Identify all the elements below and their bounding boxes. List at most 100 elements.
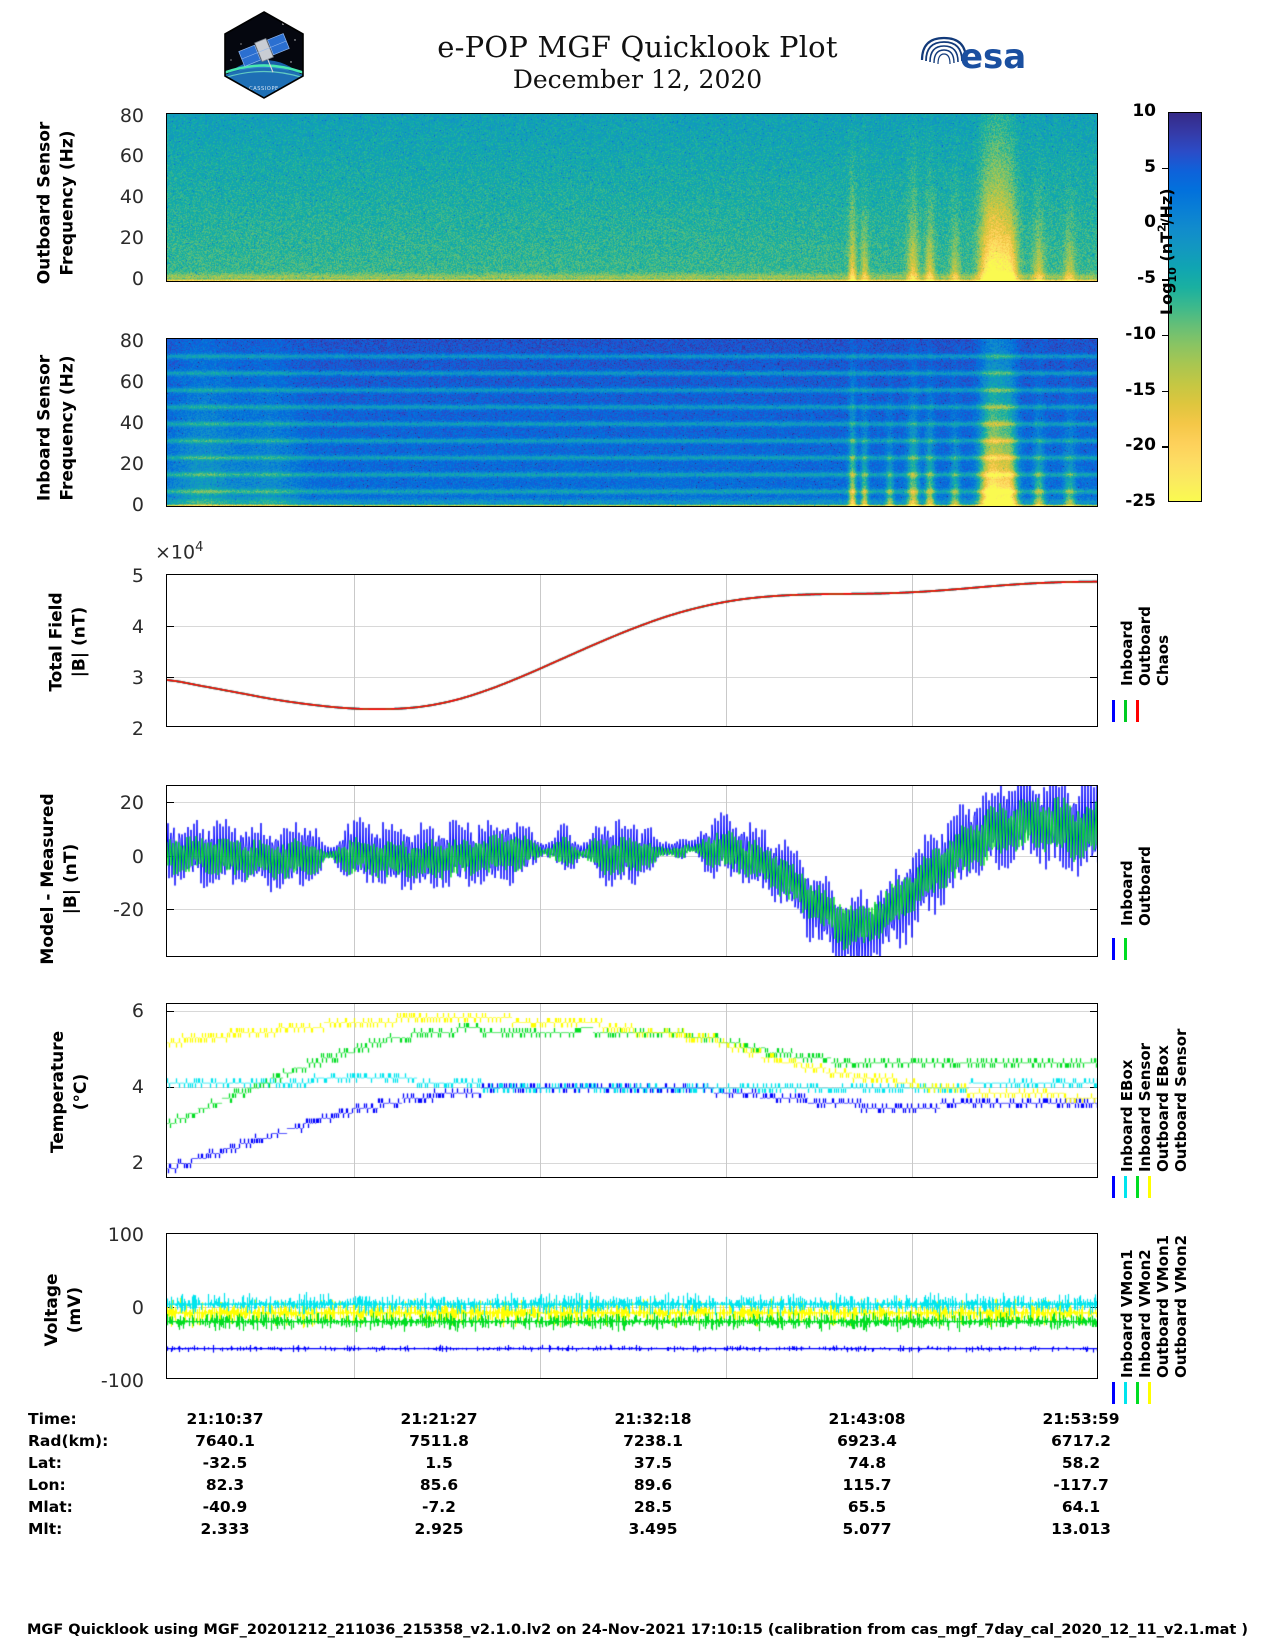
colorbar-tick-label: 0 — [1144, 212, 1156, 233]
voltage-legend: Inboard VMon1 Inboard VMon2 Outboard VMo… — [1104, 1232, 1194, 1382]
legend-label: Outboard — [1136, 846, 1154, 926]
ephemeris-cell: 89.6 — [633, 1476, 673, 1494]
table-row: Mlat: -40.9 -7.2 28.5 65.5 64.1 — [28, 1496, 1188, 1518]
legend-label: Inboard Sensor — [1136, 1042, 1154, 1172]
colorbar-tick-label: -10 — [1125, 323, 1156, 344]
colorbar-title-sub: 10 — [1166, 267, 1180, 283]
legend-swatch-inboard — [1112, 700, 1115, 722]
panel-inboard-spectrogram-ylabel-line2: Frequency (Hz) — [57, 355, 78, 501]
ytick-totalfield-2: 2 — [131, 718, 144, 740]
ytick-totalfield-4: 4 — [131, 616, 144, 638]
panel-model-measured-ylabel-line1: Model - Measured — [38, 793, 58, 965]
model-measured-legend-swatches — [1112, 938, 1127, 960]
legend-swatch-outboard-vmon1 — [1136, 1382, 1139, 1404]
outboard-spectrogram-image — [167, 114, 1097, 281]
page-title: e-POP MGF Quicklook Plot — [437, 30, 838, 64]
colorbar-title-units-sup: 2 — [1155, 224, 1169, 232]
table-row: Time: 21:10:37 21:21:27 21:32:18 21:43:08 21:… — [28, 1408, 1188, 1430]
ephemeris-cell: 64.1 — [1061, 1498, 1101, 1516]
exponent-base: ×10 — [155, 541, 196, 564]
table-row: Mlt: 2.333 2.925 3.495 5.077 13.013 — [28, 1518, 1188, 1540]
ephemeris-cell: 28.5 — [633, 1498, 673, 1516]
colorbar-tick-mark — [1162, 223, 1169, 225]
colorbar-tick-mark — [1162, 167, 1169, 170]
model-minus-measured-axes — [166, 785, 1098, 957]
voltage-traces — [167, 1234, 1097, 1378]
colorbar-tick-mark — [1162, 446, 1169, 448]
ytick-modelmeas-m20: -20 — [112, 899, 144, 921]
panel-outboard-spectrogram-ylabel-line1: Outboard Sensor — [34, 121, 55, 285]
ephemeris-cell: -7.2 — [422, 1498, 456, 1516]
ytick-voltage-0: 0 — [131, 1297, 144, 1319]
ytick-inboard-80: 80 — [119, 330, 144, 352]
legend-label: Outboard VMon2 — [1172, 1234, 1190, 1378]
legend-swatch-outboard-sensor — [1148, 1176, 1151, 1198]
colorbar-tick-mark — [1162, 279, 1169, 281]
ephemeris-cell: 7511.8 — [409, 1432, 469, 1450]
ephemeris-cell: 7640.1 — [195, 1432, 255, 1450]
ephemeris-cell: 2.333 — [200, 1520, 250, 1538]
ephemeris-cell: 58.2 — [1061, 1454, 1101, 1472]
ephemeris-row-label: Lon: — [28, 1476, 66, 1494]
panel-temperature-ylabel-line2: (°C) — [71, 1073, 91, 1111]
ephemeris-row-label: Lat: — [28, 1454, 62, 1472]
ephemeris-cell: 6717.2 — [1051, 1432, 1111, 1450]
model-measured-legend: Inboard Outboard — [1104, 800, 1164, 930]
ytick-temperature-2: 2 — [131, 1152, 144, 1174]
colorbar-title-units-pre: (nT — [1156, 231, 1176, 268]
ephemeris-row-label: Rad(km): — [28, 1432, 109, 1450]
panel-outboard-spectrogram-ylabel-line2: Frequency (Hz) — [57, 130, 78, 276]
colorbar-tick-label: -25 — [1125, 491, 1156, 511]
ephemeris-cell: 21:21:27 — [400, 1410, 478, 1428]
cassiope-logo: CASSIOPE — [221, 10, 307, 100]
legend-label: Inboard — [1118, 860, 1136, 926]
inboard-spectrogram-axes — [166, 338, 1098, 507]
panel-total-field-ylabel-line1: Total Field — [46, 592, 67, 692]
ephemeris-cell: 21:53:59 — [1042, 1410, 1120, 1428]
total-field-legend-swatches — [1112, 700, 1139, 722]
ephemeris-cell: 85.6 — [419, 1476, 459, 1494]
legend-label: Outboard — [1136, 606, 1154, 686]
ephemeris-cell: -32.5 — [202, 1454, 248, 1472]
ytick-voltage-100: 100 — [107, 1224, 144, 1246]
ytick-inboard-20: 20 — [119, 453, 144, 475]
total-field-axis-exponent: ×104 — [155, 540, 203, 563]
svg-text:esa: esa — [960, 37, 1026, 77]
outboard-spectrogram-axes — [166, 113, 1098, 282]
ytick-outboard-60: 60 — [119, 145, 144, 167]
ephemeris-row-label: Time: — [28, 1410, 77, 1428]
voltage-axes — [166, 1233, 1098, 1379]
ephemeris-table-grid: Time: 21:10:37 21:21:27 21:32:18 21:43:08 21:… — [28, 1408, 1188, 1540]
legend-label: Inboard EBox — [1118, 1059, 1136, 1172]
ytick-totalfield-5: 5 — [131, 565, 144, 587]
ephemeris-cell: 13.013 — [1051, 1520, 1111, 1538]
legend-swatch-inboard-ebox — [1112, 1176, 1115, 1198]
ephemeris-cell: 65.5 — [847, 1498, 887, 1516]
ytick-temperature-4: 4 — [131, 1076, 144, 1098]
colorbar-tick-mark — [1162, 334, 1169, 337]
total-field-axes — [166, 574, 1098, 727]
svg-text:CASSIOPE: CASSIOPE — [249, 86, 279, 92]
ephemeris-cell: 1.5 — [425, 1454, 453, 1472]
legend-label: Inboard VMon2 — [1136, 1249, 1154, 1378]
ytick-inboard-0: 0 — [131, 494, 144, 516]
colorbar-title-log: Log — [1156, 282, 1176, 316]
colorbar-tick-label: -20 — [1125, 435, 1156, 456]
panel-model-measured-ylabel-line2: |B| (nT) — [61, 843, 81, 915]
colorbar-tick-label: -15 — [1125, 379, 1156, 400]
temperature-legend: Inboard EBox Inboard Sensor Outboard EBo… — [1104, 1000, 1194, 1175]
panel-inboard-spectrogram-ylabel-line1: Inboard Sensor — [34, 354, 55, 502]
colorbar-tick-label: -5 — [1137, 268, 1156, 289]
total-field-traces — [167, 575, 1097, 726]
ephemeris-cell: 115.7 — [842, 1476, 892, 1494]
ephemeris-cell: 74.8 — [847, 1454, 887, 1472]
legend-label: Outboard EBox — [1154, 1045, 1172, 1172]
ytick-totalfield-3: 3 — [131, 667, 144, 689]
panel-total-field-ylabel-line2: |B| (nT) — [69, 606, 90, 678]
legend-label: Outboard VMon1 — [1154, 1234, 1172, 1378]
table-row: Lat: -32.5 1.5 37.5 74.8 58.2 — [28, 1452, 1188, 1474]
ytick-outboard-0: 0 — [131, 268, 144, 290]
voltage-legend-swatches — [1112, 1382, 1151, 1404]
footer-provenance: MGF Quicklook using MGF_20201212_211036_… — [26, 1622, 1248, 1638]
ephemeris-cell: 21:32:18 — [614, 1410, 692, 1428]
